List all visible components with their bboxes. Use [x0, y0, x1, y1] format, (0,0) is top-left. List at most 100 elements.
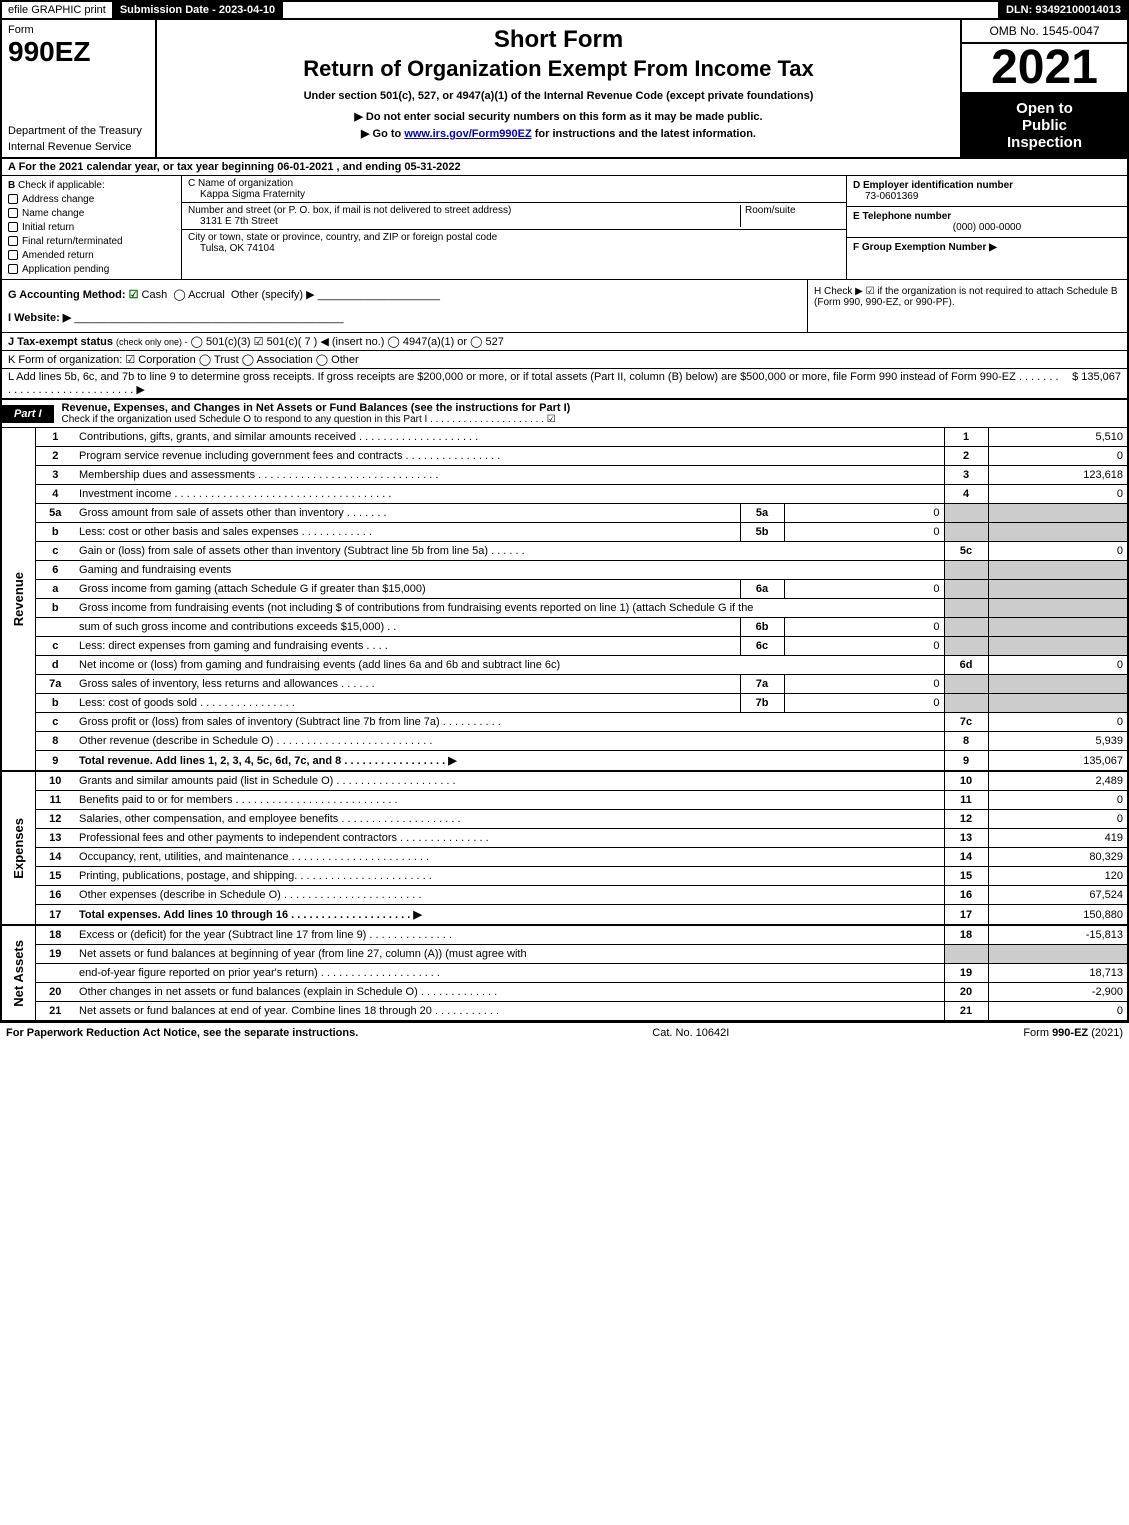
right-number: 9: [944, 751, 988, 772]
line-desc: end-of-year figure reported on prior yea…: [75, 964, 944, 983]
footer-center: Cat. No. 10642I: [652, 1027, 729, 1039]
header-left: Form 990EZ Department of the Treasury In…: [2, 20, 157, 157]
line-row: 7aGross sales of inventory, less returns…: [1, 675, 1128, 694]
right-value: 135,067: [988, 751, 1128, 772]
inspect3: Inspection: [964, 134, 1125, 151]
line-number: 9: [35, 751, 75, 772]
goto-post: for instructions and the latest informat…: [532, 128, 756, 140]
c-city: Tulsa, OK 74104: [188, 243, 840, 254]
subline-number: 5b: [740, 523, 784, 542]
right-number: 5c: [944, 542, 988, 561]
right-number: 12: [944, 810, 988, 829]
subline-number: 6a: [740, 580, 784, 599]
right-value: 0: [988, 713, 1128, 732]
subline-value: 0: [784, 675, 944, 694]
right-number: 14: [944, 848, 988, 867]
subtitle: Under section 501(c), 527, or 4947(a)(1)…: [163, 90, 954, 102]
line-number: c: [35, 637, 75, 656]
line-desc: Net assets or fund balances at beginning…: [75, 945, 944, 964]
line-number: c: [35, 713, 75, 732]
checkbox-option[interactable]: Application pending: [8, 264, 175, 275]
line-j: J Tax-exempt status (check only one) - ◯…: [2, 333, 510, 350]
b-title: Check if applicable:: [18, 180, 105, 191]
check-icon: ☑: [129, 289, 139, 301]
line-g: G Accounting Method: ☑ Cash ◯ Accrual Ot…: [2, 280, 807, 332]
line-row: 3Membership dues and assessments . . . .…: [1, 466, 1128, 485]
right-value: 0: [988, 485, 1128, 504]
footer-right: Form 990-EZ (2021): [1023, 1027, 1123, 1039]
line-row: cGross profit or (loss) from sales of in…: [1, 713, 1128, 732]
line-row: 6Gaming and fundraising events: [1, 561, 1128, 580]
subline-number: 7b: [740, 694, 784, 713]
right-value: 0: [988, 542, 1128, 561]
d-ein-label: D Employer identification number: [853, 180, 1121, 191]
line-row: Net Assets18Excess or (deficit) for the …: [1, 925, 1128, 945]
checkbox-option[interactable]: Name change: [8, 208, 175, 219]
c-room-label: Room/suite: [740, 205, 840, 227]
c-street-label: Number and street (or P. O. box, if mail…: [188, 205, 740, 216]
line-row: 5aGross amount from sale of assets other…: [1, 504, 1128, 523]
line-desc: Gross sales of inventory, less returns a…: [75, 675, 740, 694]
line-desc: Less: direct expenses from gaming and fu…: [75, 637, 740, 656]
dln-number: DLN: 93492100014013: [998, 2, 1127, 18]
line-desc: Other changes in net assets or fund bala…: [75, 983, 944, 1002]
right-value: 5,510: [988, 428, 1128, 447]
line-row: aGross income from gaming (attach Schedu…: [1, 580, 1128, 599]
line-desc: Other expenses (describe in Schedule O) …: [75, 886, 944, 905]
right-number-grey: [944, 599, 988, 618]
line-desc: Benefits paid to or for members . . . . …: [75, 791, 944, 810]
right-value: 80,329: [988, 848, 1128, 867]
side-label: Net Assets: [1, 925, 35, 1021]
section-d: D Employer identification number 73-0601…: [847, 176, 1127, 279]
checkbox-option[interactable]: Initial return: [8, 222, 175, 233]
right-value: -2,900: [988, 983, 1128, 1002]
line-row: dNet income or (loss) from gaming and fu…: [1, 656, 1128, 675]
line-desc: Total expenses. Add lines 10 through 16 …: [75, 905, 944, 926]
line-row: sum of such gross income and contributio…: [1, 618, 1128, 637]
side-label: Expenses: [1, 771, 35, 925]
d-tel-block: E Telephone number (000) 000-0000: [847, 207, 1127, 238]
line-l-value: $ 135,067: [1066, 369, 1127, 398]
right-number: 21: [944, 1002, 988, 1022]
right-value: 150,880: [988, 905, 1128, 926]
line-desc: Gross income from gaming (attach Schedul…: [75, 580, 740, 599]
line-row: 14Occupancy, rent, utilities, and mainte…: [1, 848, 1128, 867]
line-number: 10: [35, 771, 75, 791]
line-row: Revenue1Contributions, gifts, grants, an…: [1, 428, 1128, 447]
line-i: I Website: ▶: [8, 312, 71, 324]
c-city-block: City or town, state or province, country…: [182, 230, 846, 256]
line-number: 16: [35, 886, 75, 905]
efile-label[interactable]: efile GRAPHIC print: [2, 2, 114, 18]
right-number: 20: [944, 983, 988, 1002]
right-number-grey: [944, 523, 988, 542]
line-desc: Printing, publications, postage, and shi…: [75, 867, 944, 886]
footer-left: For Paperwork Reduction Act Notice, see …: [6, 1027, 358, 1039]
subline-value: 0: [784, 523, 944, 542]
line-number: 11: [35, 791, 75, 810]
line-desc: Contributions, gifts, grants, and simila…: [75, 428, 944, 447]
line-desc: Gross profit or (loss) from sales of inv…: [75, 713, 944, 732]
line-number: 15: [35, 867, 75, 886]
checkbox-option[interactable]: Final return/terminated: [8, 236, 175, 247]
checkbox-option[interactable]: Address change: [8, 194, 175, 205]
line-number: b: [35, 599, 75, 618]
right-number: 11: [944, 791, 988, 810]
right-value-grey: [988, 637, 1128, 656]
side-label: Revenue: [1, 428, 35, 771]
line-desc: Excess or (deficit) for the year (Subtra…: [75, 925, 944, 945]
line-l-row: L Add lines 5b, 6c, and 7b to line 9 to …: [0, 369, 1129, 400]
checkbox-option[interactable]: Amended return: [8, 250, 175, 261]
form-header: Form 990EZ Department of the Treasury In…: [0, 20, 1129, 159]
subline-number: 6b: [740, 618, 784, 637]
line-desc: sum of such gross income and contributio…: [75, 618, 740, 637]
right-number: 19: [944, 964, 988, 983]
right-number: 15: [944, 867, 988, 886]
subline-value: 0: [784, 580, 944, 599]
irs-link[interactable]: www.irs.gov/Form990EZ: [404, 128, 531, 140]
right-number: 13: [944, 829, 988, 848]
right-number: 4: [944, 485, 988, 504]
goto-pre: ▶ Go to: [361, 128, 404, 140]
line-row: 2Program service revenue including gover…: [1, 447, 1128, 466]
right-value-grey: [988, 561, 1128, 580]
line-desc: Less: cost of goods sold . . . . . . . .…: [75, 694, 740, 713]
